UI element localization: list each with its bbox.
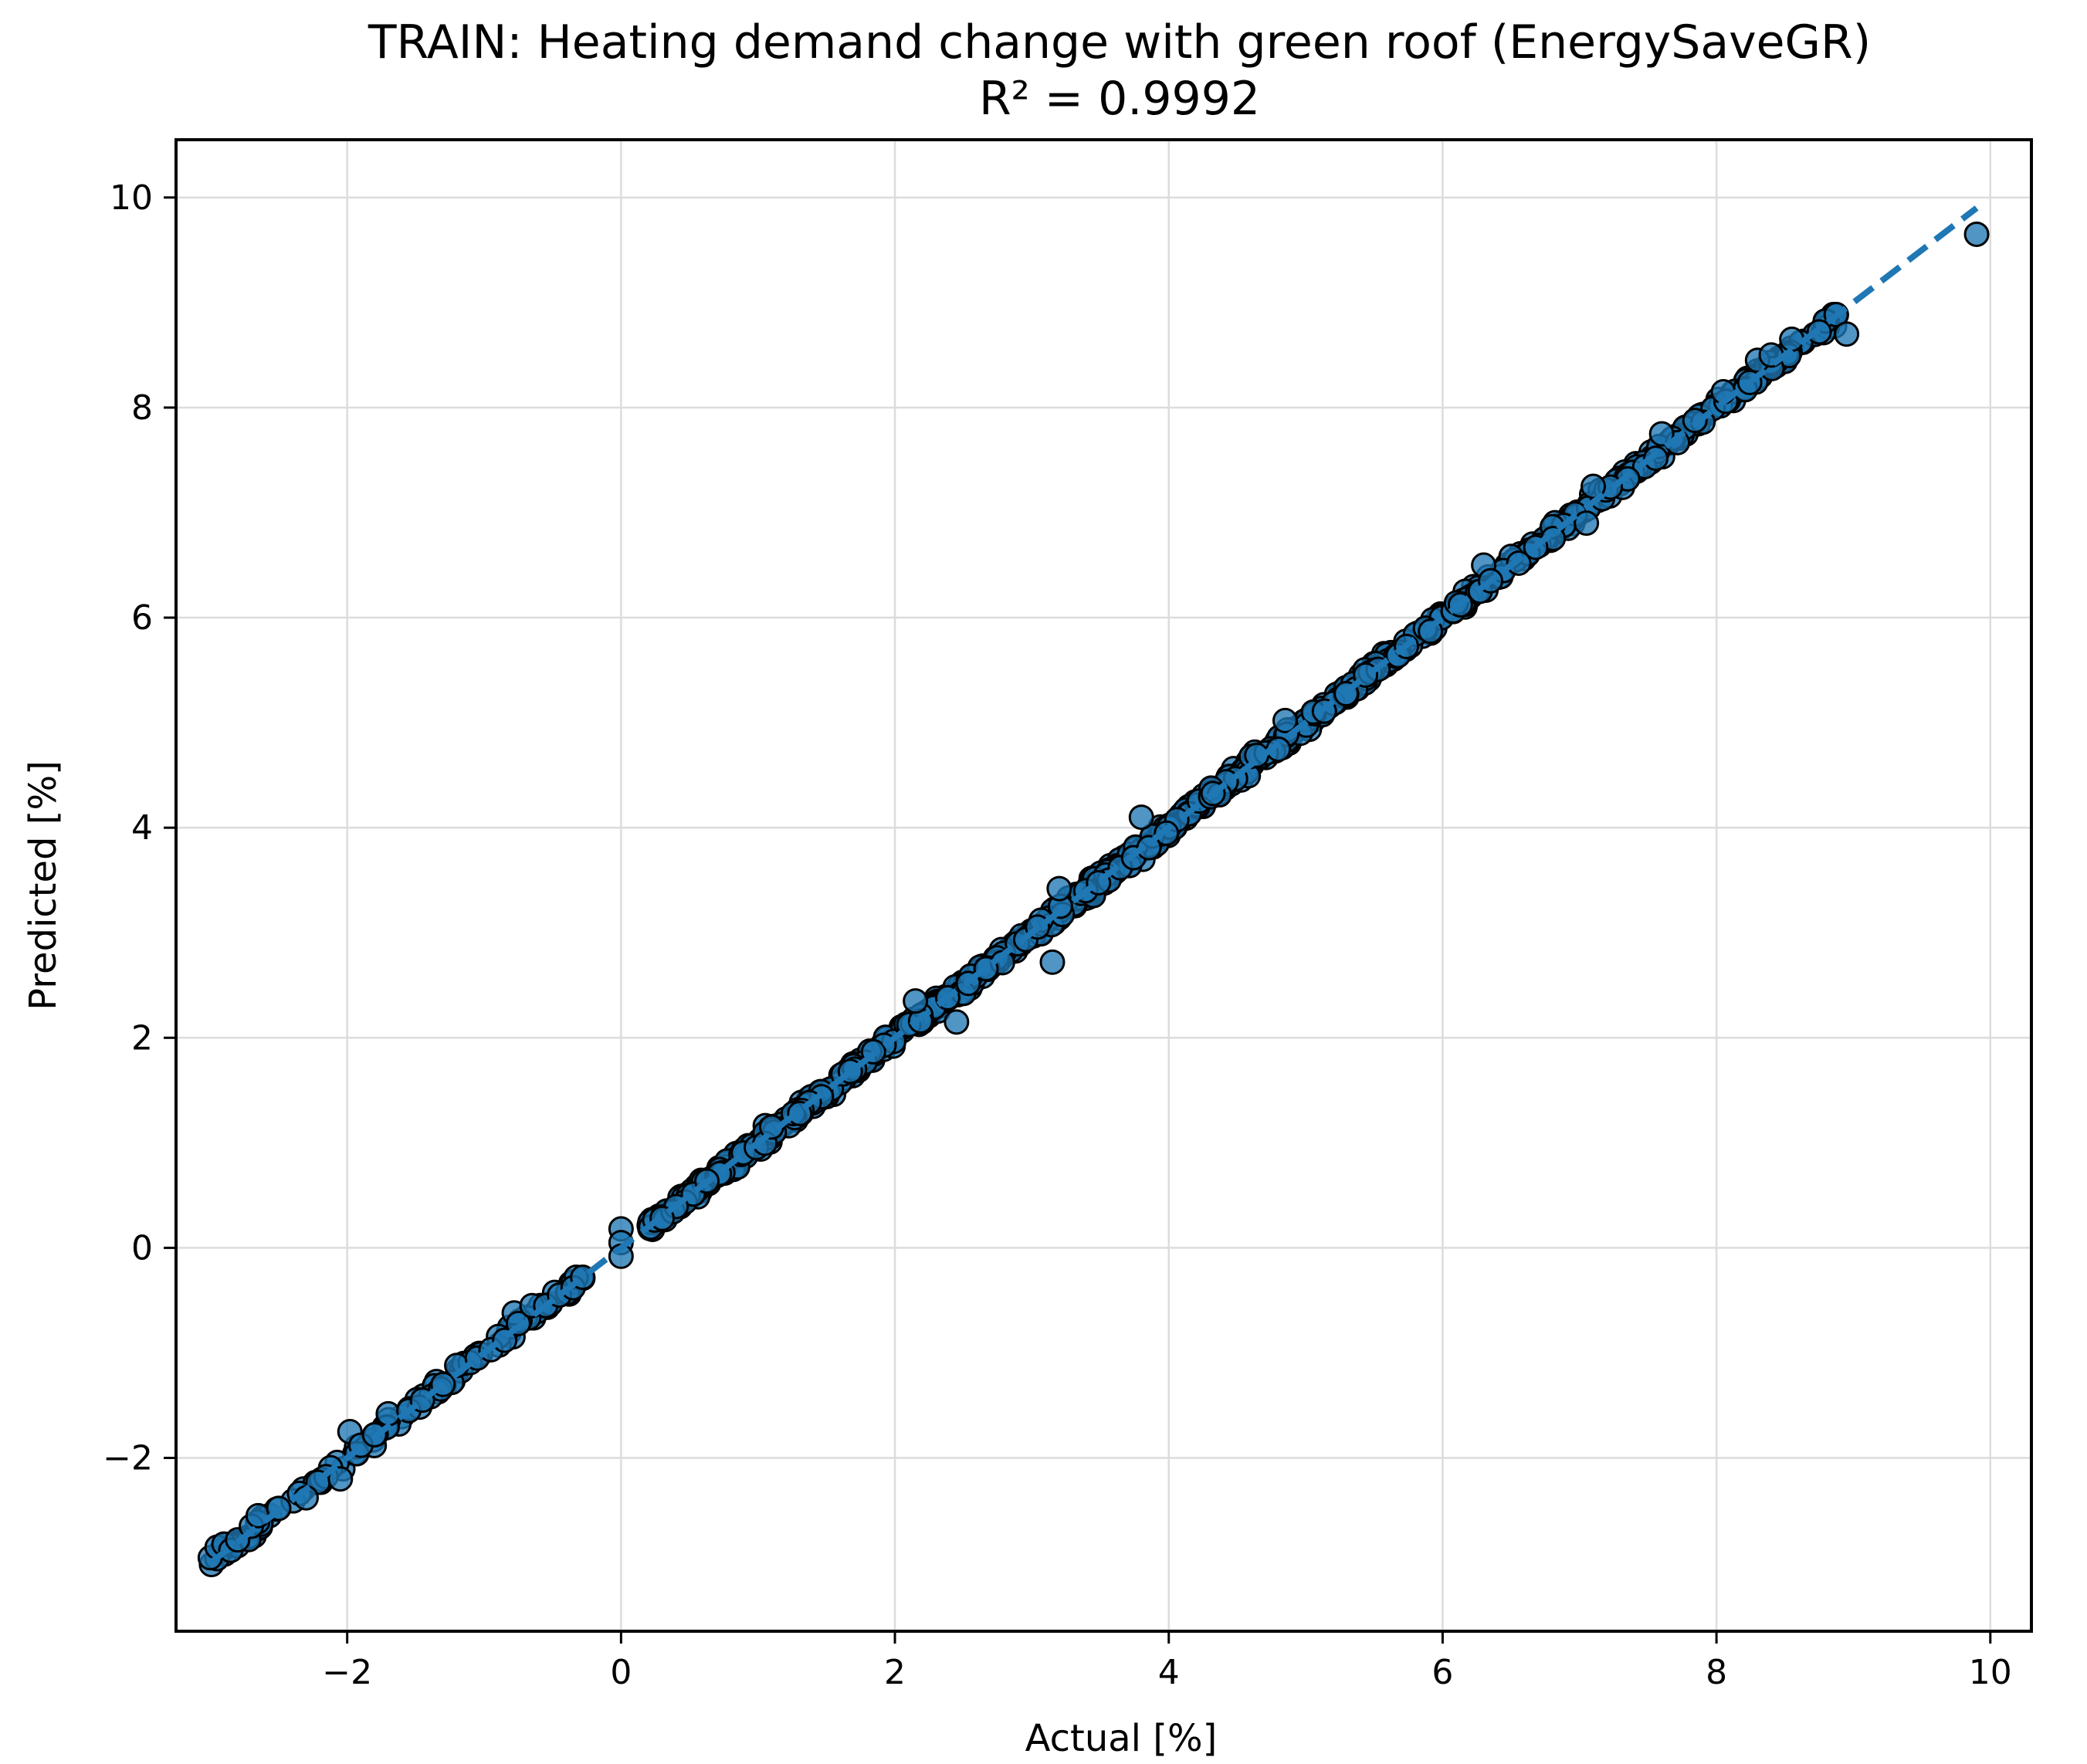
y-tick-label: 2 <box>131 1018 153 1058</box>
x-tick-label: 2 <box>884 1653 906 1692</box>
chart-subtitle: R² = 0.9992 <box>979 72 1260 126</box>
data-point <box>944 1009 970 1035</box>
data-point <box>1580 473 1607 499</box>
data-point <box>903 988 929 1014</box>
data-point <box>375 1400 401 1427</box>
data-point <box>1779 327 1805 353</box>
x-axis-label: Actual [%] <box>1025 1717 1218 1760</box>
data-point <box>1834 321 1860 347</box>
x-tick-label: 4 <box>1158 1653 1180 1692</box>
reference-line-group <box>208 205 1979 1566</box>
y-ticks: −2 0 2 4 6 8 10 <box>103 178 176 1478</box>
data-point <box>1128 804 1154 831</box>
data-point <box>1643 445 1669 472</box>
x-tick-label: 10 <box>1969 1653 2012 1692</box>
y-axis-label: Predicted [%] <box>22 760 65 1011</box>
data-point <box>1272 707 1298 733</box>
chart-title: TRAIN: Heating demand change with green … <box>368 15 1871 69</box>
x-tick-label: 6 <box>1431 1653 1453 1692</box>
data-point <box>1039 949 1066 975</box>
data-point <box>1046 875 1072 902</box>
x-tick-label: 0 <box>610 1653 632 1692</box>
data-point <box>1648 421 1675 447</box>
data-point <box>1136 835 1162 861</box>
reference-line <box>208 205 1979 1566</box>
x-tick-label: 8 <box>1706 1653 1727 1692</box>
data-point <box>1574 510 1600 537</box>
data-point <box>1963 221 1990 247</box>
scatter-points <box>197 221 1990 1578</box>
y-tick-label: 10 <box>110 178 153 218</box>
x-ticks: −2 0 2 4 6 8 10 <box>322 1631 2012 1692</box>
y-tick-label: 6 <box>131 598 153 638</box>
data-point <box>327 1466 354 1492</box>
y-tick-label: −2 <box>103 1439 153 1478</box>
y-tick-label: 4 <box>131 808 153 848</box>
x-tick-label: −2 <box>322 1653 372 1692</box>
data-point <box>1506 550 1532 576</box>
y-tick-label: 0 <box>131 1228 153 1268</box>
y-tick-label: 8 <box>131 388 153 428</box>
plot-frame <box>174 138 2033 1633</box>
